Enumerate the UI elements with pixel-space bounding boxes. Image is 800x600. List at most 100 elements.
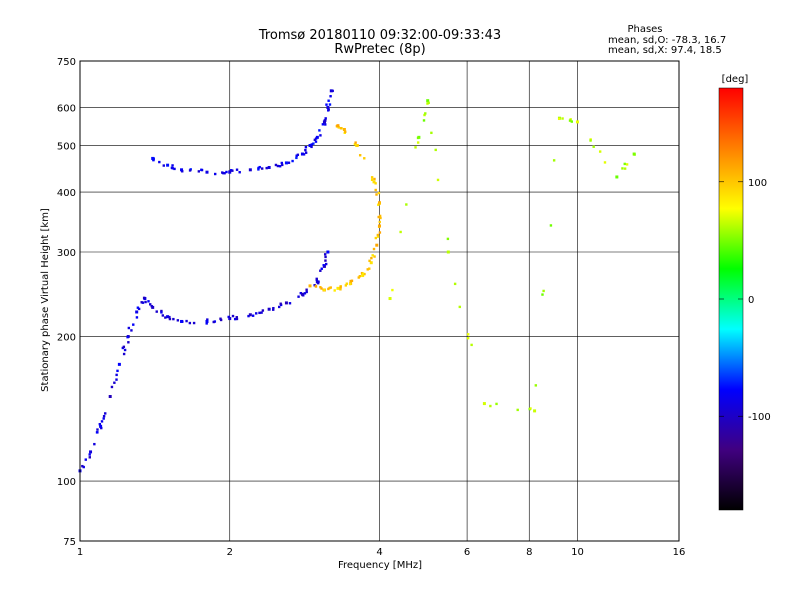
data-point [164, 316, 167, 319]
colorbar-tick-label: 100 [748, 178, 767, 189]
data-point [371, 254, 374, 257]
data-point [348, 282, 352, 286]
data-point [258, 165, 261, 169]
data-point [304, 148, 307, 152]
data-point [115, 378, 118, 381]
data-point [363, 272, 366, 276]
data-point [337, 126, 340, 129]
data-point [281, 163, 284, 167]
data-point [278, 165, 282, 168]
data-point [516, 408, 519, 412]
data-point [308, 144, 312, 148]
data-point [326, 106, 330, 110]
data-point [168, 317, 172, 321]
data-point [166, 163, 170, 167]
x-tick-label: 8 [526, 547, 532, 558]
phases-legend-o: mean, sd,O: -78.3, 16.7 [608, 35, 726, 46]
data-point [205, 322, 208, 325]
data-point [446, 237, 450, 241]
data-point [227, 315, 230, 319]
data-point [327, 108, 330, 111]
data-point [569, 118, 572, 121]
data-point [310, 145, 313, 149]
data-point [126, 335, 129, 339]
data-point [575, 120, 579, 124]
x-tick-label: 2 [227, 547, 233, 558]
data-point [388, 297, 392, 301]
data-point [98, 422, 102, 426]
y-tick-label: 200 [57, 333, 76, 344]
data-point [615, 175, 619, 179]
data-point [206, 318, 209, 321]
phases-legend-x: mean, sd,X: 97.4, 18.5 [608, 45, 722, 56]
data-point [173, 167, 176, 171]
data-point [329, 95, 332, 98]
data-point [302, 153, 306, 156]
data-point [228, 170, 231, 173]
data-point [470, 343, 473, 347]
data-point [328, 103, 332, 106]
data-point [168, 315, 171, 319]
data-point [446, 250, 450, 254]
data-point [291, 159, 294, 163]
data-point [188, 321, 192, 325]
data-point [370, 178, 374, 182]
data-point [110, 385, 114, 389]
y-axis-ticks: 75 100 200 300 400 500 600 750 [57, 57, 76, 548]
data-point [378, 214, 382, 218]
data-point [378, 202, 381, 205]
data-point [113, 381, 116, 384]
data-point [361, 272, 365, 275]
chart-subtitle: RwPretec (8p) [334, 42, 425, 57]
y-tick-label: 500 [57, 142, 76, 153]
data-point [322, 264, 325, 267]
data-point [314, 284, 318, 288]
data-point [135, 316, 139, 319]
data-point [99, 424, 103, 428]
data-point [219, 318, 223, 322]
data-point [324, 119, 327, 122]
data-point [375, 193, 378, 196]
data-point [141, 301, 145, 304]
data-point [235, 317, 239, 321]
data-point [140, 301, 143, 304]
data-point [391, 288, 394, 292]
data-point [192, 321, 196, 325]
data-point [375, 243, 379, 247]
data-point [361, 274, 365, 278]
data-point [299, 291, 303, 295]
data-point [130, 329, 133, 332]
data-point [327, 99, 330, 102]
data-point [235, 316, 238, 319]
data-point [323, 253, 327, 256]
data-point [344, 284, 348, 287]
data-point [363, 157, 366, 160]
data-point [258, 311, 261, 315]
data-point [132, 323, 135, 326]
data-point [238, 171, 241, 174]
data-point [324, 262, 328, 266]
data-point [161, 314, 165, 317]
data-point [248, 313, 252, 317]
data-point [436, 178, 440, 182]
data-point [542, 289, 545, 293]
data-point [416, 136, 420, 140]
data-point [277, 305, 281, 309]
colorbar-tick-label: 0 [748, 295, 754, 306]
data-point [260, 311, 263, 314]
data-point [180, 319, 184, 323]
data-point [276, 164, 280, 168]
y-tick-label: 75 [63, 537, 76, 548]
data-point [100, 420, 104, 423]
data-point [373, 177, 376, 181]
data-point [422, 119, 426, 122]
data-point [251, 314, 255, 317]
data-point [378, 231, 382, 234]
data-point [247, 314, 250, 318]
data-point [100, 426, 103, 430]
data-point [147, 300, 150, 303]
data-points [78, 89, 636, 473]
data-point [374, 182, 377, 185]
